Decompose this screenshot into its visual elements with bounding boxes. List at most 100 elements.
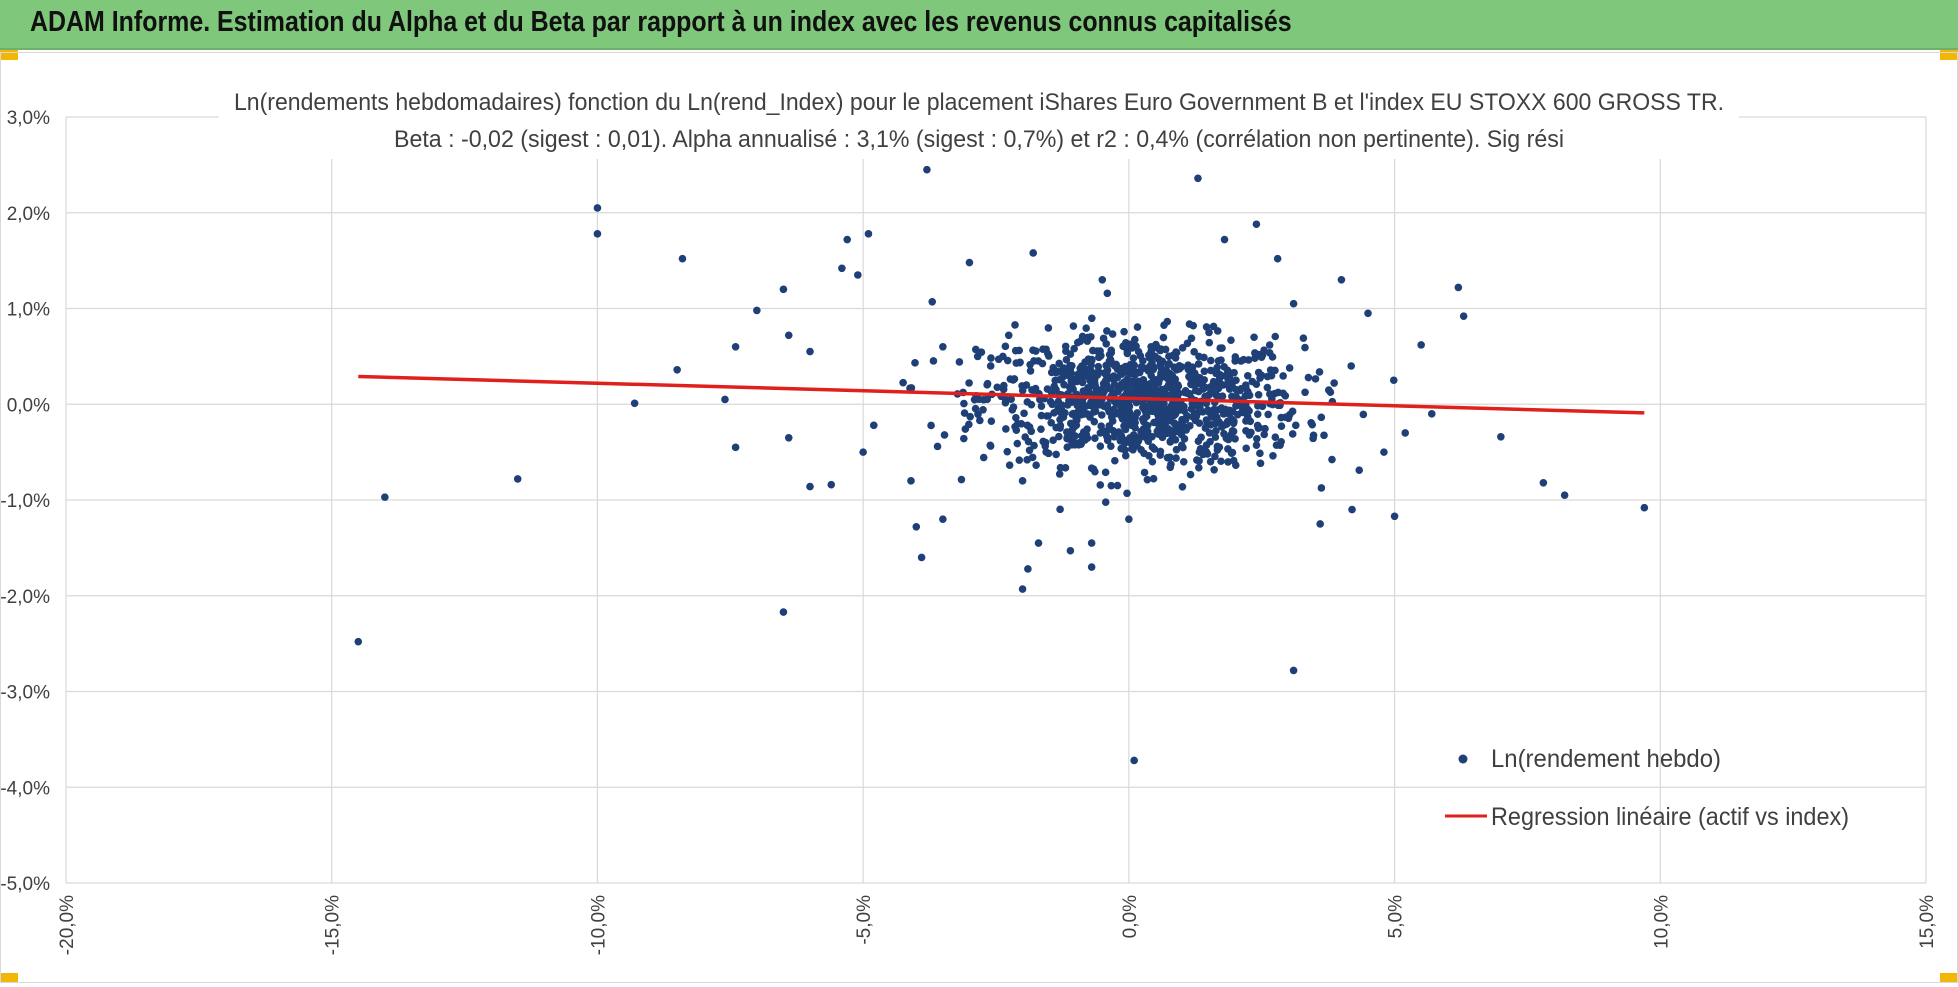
data-point xyxy=(1096,442,1105,450)
data-point xyxy=(1050,382,1059,391)
data-point xyxy=(1301,343,1309,352)
data-point xyxy=(1107,442,1115,450)
data-point xyxy=(843,235,851,244)
data-point xyxy=(1055,359,1064,368)
data-point xyxy=(1078,397,1087,405)
data-point xyxy=(1220,235,1229,244)
data-point xyxy=(1159,333,1168,342)
data-point xyxy=(1242,444,1251,453)
data-point xyxy=(1247,428,1255,437)
data-point xyxy=(1088,381,1097,389)
data-point xyxy=(965,258,974,267)
data-point xyxy=(1037,402,1046,410)
data-point xyxy=(1012,359,1021,367)
data-point xyxy=(1248,377,1257,386)
data-point xyxy=(987,354,995,362)
data-point xyxy=(1076,364,1085,373)
data-point xyxy=(1184,365,1193,374)
data-point xyxy=(1147,363,1155,372)
data-point xyxy=(1133,409,1142,417)
data-point xyxy=(784,433,793,442)
data-point xyxy=(1264,410,1272,419)
data-point xyxy=(1140,468,1149,477)
data-point xyxy=(929,357,938,365)
data-point xyxy=(827,480,836,489)
data-point xyxy=(1251,354,1259,363)
data-point xyxy=(928,297,937,306)
data-point xyxy=(1083,410,1092,418)
data-point xyxy=(1001,395,1010,404)
data-point xyxy=(1166,463,1175,472)
data-point xyxy=(1123,489,1131,498)
data-point xyxy=(1158,405,1166,413)
data-point xyxy=(1309,434,1317,443)
data-point xyxy=(1064,371,1072,380)
data-point xyxy=(1094,368,1103,376)
data-point xyxy=(993,383,1002,392)
data-point xyxy=(1337,275,1346,284)
data-point xyxy=(1260,346,1268,354)
data-point xyxy=(1034,539,1043,547)
data-point xyxy=(1118,405,1126,413)
data-point xyxy=(1047,418,1056,427)
data-point xyxy=(1013,439,1022,448)
data-point xyxy=(940,431,949,439)
data-point xyxy=(1253,410,1262,418)
data-point xyxy=(1009,403,1018,411)
data-point xyxy=(1073,416,1081,425)
data-point xyxy=(1243,413,1252,421)
data-point xyxy=(1172,454,1180,462)
data-point xyxy=(1003,356,1012,365)
data-point xyxy=(1187,380,1195,389)
data-point xyxy=(1211,433,1220,441)
data-point xyxy=(1212,427,1220,435)
data-point xyxy=(1154,430,1163,438)
y-tick-label: 2,0% xyxy=(7,204,50,225)
data-point xyxy=(1223,366,1232,375)
data-point xyxy=(1261,424,1269,433)
data-point xyxy=(1039,345,1047,354)
data-point xyxy=(1316,520,1324,528)
data-point xyxy=(1212,369,1220,378)
data-point xyxy=(1098,275,1107,284)
data-point xyxy=(1326,388,1335,397)
data-point xyxy=(1125,515,1133,523)
y-tick-label: -3,0% xyxy=(1,683,50,704)
x-tick-label: -10,0% xyxy=(588,895,609,955)
data-point xyxy=(1007,395,1016,403)
data-point xyxy=(1173,381,1182,389)
data-point xyxy=(1154,411,1162,419)
data-point xyxy=(673,365,681,374)
legend-marker-points xyxy=(1458,754,1468,764)
data-point xyxy=(1130,756,1138,765)
data-point xyxy=(1213,363,1221,372)
data-point xyxy=(1055,402,1064,411)
data-point xyxy=(1315,368,1324,376)
data-point xyxy=(1023,456,1031,464)
data-point xyxy=(1082,324,1090,333)
data-point xyxy=(1241,392,1250,400)
data-point xyxy=(593,230,602,238)
data-point xyxy=(1095,353,1103,362)
data-point xyxy=(1256,449,1264,458)
data-point xyxy=(1087,563,1096,571)
data-point xyxy=(1056,505,1064,514)
data-point xyxy=(907,477,915,485)
data-point xyxy=(1289,666,1298,675)
data-point xyxy=(1042,448,1050,456)
data-point xyxy=(1128,414,1137,422)
data-point xyxy=(1215,443,1224,451)
data-point xyxy=(1166,437,1175,446)
data-point xyxy=(1253,434,1261,443)
data-point xyxy=(1195,457,1203,465)
data-point xyxy=(987,417,996,425)
data-point xyxy=(1218,344,1226,352)
data-point xyxy=(1194,463,1203,472)
data-point xyxy=(1023,421,1032,430)
data-point xyxy=(1195,352,1203,361)
data-point xyxy=(933,442,942,451)
legend: Ln(rendement hebdo) Regression linéaire … xyxy=(1445,745,1849,831)
data-point xyxy=(1560,491,1569,500)
data-point xyxy=(1231,353,1240,361)
data-point xyxy=(1205,338,1214,347)
